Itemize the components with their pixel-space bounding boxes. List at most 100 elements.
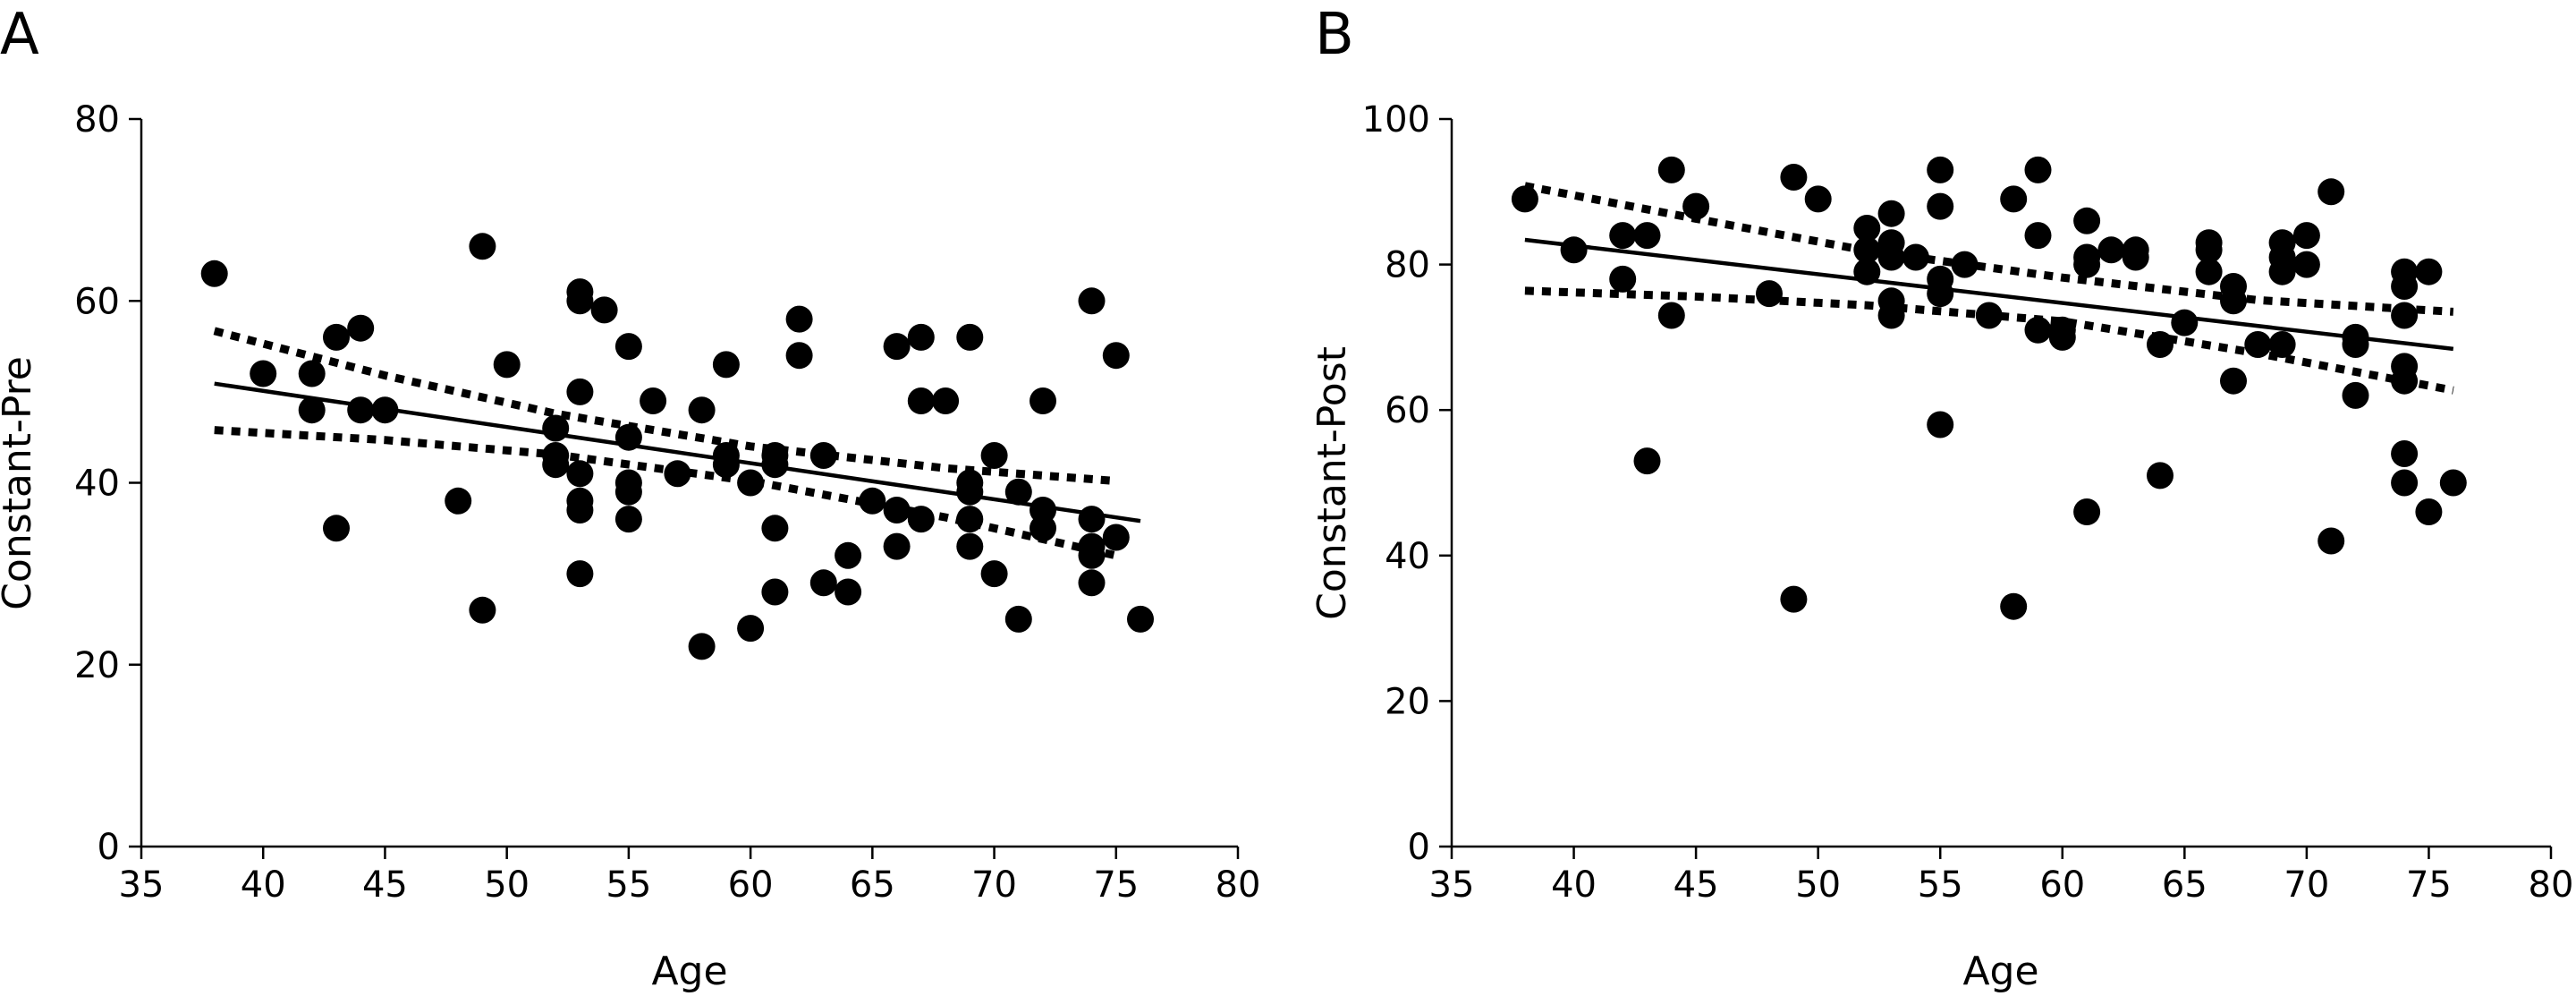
panel-b-data-point	[2000, 592, 2028, 620]
panel-b-y-title: Constant-Post	[1309, 346, 1355, 620]
panel-a-data-point	[785, 342, 813, 370]
panel-b-data-point	[1780, 585, 1808, 613]
panel-a-x-tick-label: 65	[850, 864, 895, 906]
panel-b-data-point	[1877, 302, 1905, 329]
panel-b-data-point	[1780, 164, 1808, 191]
panel-b-data-point	[1927, 156, 1954, 183]
panel-b-data-point	[1877, 200, 1905, 227]
panel-a-x-tick-label: 80	[1216, 864, 1261, 906]
panel-a-data-point	[347, 314, 375, 342]
panel-b-data-point	[2342, 331, 2369, 358]
panel-a-x-title: Age	[651, 949, 727, 994]
panel-a-y-tick-label: 80	[74, 99, 120, 140]
panel-a-data-point	[1078, 506, 1106, 533]
panel-a-x-tick-label: 70	[971, 864, 1017, 906]
panel-b-data-point	[2024, 222, 2052, 250]
panel-a-data-point	[1078, 569, 1106, 597]
panel-b-data-point	[2048, 323, 2076, 351]
panel-b-y-tick-label: 80	[1385, 245, 1430, 286]
panel-a-x-tick-label: 55	[606, 864, 651, 906]
panel-a-data-point	[737, 469, 765, 497]
panel-b-data-point	[1951, 251, 1979, 278]
panel-a-y-tick-label: 60	[74, 281, 120, 322]
panel-b-data-point	[2244, 331, 2272, 358]
panel-b-y-tick-label: 0	[1408, 827, 1430, 868]
panel-b-data-point	[2195, 258, 2223, 285]
panel-b-data-point	[2147, 462, 2174, 489]
panel-b-data-point	[2391, 273, 2419, 300]
panel-a-letter: A	[0, 2, 39, 68]
panel-a-data-point	[250, 360, 277, 387]
panel-b-data-point	[2318, 527, 2345, 555]
panel-a-data-point	[614, 478, 642, 506]
panel-a-data-point	[566, 287, 594, 315]
panel-a-x-ticks: 35 40 45 50 55 60 65 70 75 80	[119, 847, 1261, 906]
panel-a-data-point	[298, 396, 326, 424]
panel-b-data-point	[2024, 156, 2052, 183]
panel-b-data-point	[2342, 381, 2369, 409]
panel-a-data-point	[761, 515, 789, 542]
panel-b-data-point	[1853, 258, 1881, 285]
panel-a-data-point	[1030, 515, 1056, 542]
panel-b-x-tick-label: 50	[1795, 864, 1841, 906]
panel-b-data-point	[1633, 447, 1661, 475]
panel-b-data-point	[2292, 251, 2320, 278]
panel-a-data-point	[614, 333, 642, 361]
panel-b-data-point	[2391, 469, 2419, 497]
panel-a-data-point	[469, 233, 496, 260]
panel-a-data-point	[590, 296, 618, 324]
panel-b-data-point	[1657, 156, 1685, 183]
panel-b-data-point	[2415, 498, 2443, 525]
panel-a-y-title: Constant-Pre	[0, 356, 40, 610]
panel-a-data-point	[688, 633, 716, 660]
panel-b-x-tick-label: 35	[1429, 864, 1475, 906]
panel-b-y-tick-label: 20	[1385, 681, 1430, 722]
panel-b-data-point	[2220, 287, 2247, 315]
panel-a-data-point	[566, 497, 594, 524]
panel-a: A 35 40 45 50 55 60 65 70 75 80 0 20 40 60 80 Age Con…	[0, 2, 1260, 994]
panel-a-data-point	[614, 423, 642, 451]
panel-b-x-tick-label: 65	[2162, 864, 2207, 906]
panel-a-data-point	[640, 387, 667, 414]
panel-b-data-point	[1927, 411, 1954, 438]
panel-b-x-tick-label: 55	[1918, 864, 1963, 906]
panel-a-data-point	[614, 506, 642, 533]
panel-b-y-tick-label: 40	[1385, 536, 1430, 577]
panel-b-data-point	[1853, 215, 1881, 242]
panel-a-data-point	[371, 396, 399, 424]
panel-b-x-title: Age	[1962, 949, 2038, 994]
panel-a-y-tick-label: 0	[97, 827, 120, 868]
panel-b-letter: B	[1315, 2, 1354, 68]
panel-b-data-point	[2024, 316, 2052, 344]
panel-a-data-point	[542, 414, 570, 442]
panel-a-y-tick-label: 20	[74, 645, 120, 686]
panel-b-data-point	[2439, 469, 2467, 497]
panel-b-data-point	[2073, 498, 2101, 525]
panel-b-x-tick-label: 70	[2284, 864, 2329, 906]
panel-b-data-point	[1975, 302, 2003, 329]
panel-a-data-point	[883, 333, 911, 361]
panel-a-x-tick-label: 75	[1093, 864, 1139, 906]
panel-b-data-point	[2147, 331, 2174, 358]
panel-b-data-point	[1804, 185, 1832, 213]
panel-b-data-point	[2195, 236, 2223, 264]
panel-a-data-point	[883, 532, 911, 560]
panel-a-data-point	[347, 396, 375, 424]
panel-b-data-point	[1609, 265, 1637, 293]
panel-b-x-tick-label: 45	[1674, 864, 1719, 906]
panel-a-data-point	[1078, 541, 1106, 569]
panel-b-data-point	[2268, 331, 2296, 358]
panel-b-data-point	[2391, 302, 2419, 329]
panel-a-data-point	[1004, 605, 1032, 633]
panel-b-points	[1511, 156, 2467, 620]
panel-a-x-tick-label: 50	[484, 864, 530, 906]
panel-b-ci-lower-line	[1524, 286, 2454, 395]
panel-b-data-point	[1756, 280, 1783, 308]
panel-b-data-point	[2268, 258, 2296, 285]
panel-b-x-tick-label: 80	[2529, 864, 2574, 906]
panel-a-data-point	[1127, 605, 1154, 633]
panel-a-data-point	[883, 497, 911, 524]
panel-b-fit-line	[1524, 237, 2454, 352]
panel-a-x-tick-label: 45	[362, 864, 408, 906]
